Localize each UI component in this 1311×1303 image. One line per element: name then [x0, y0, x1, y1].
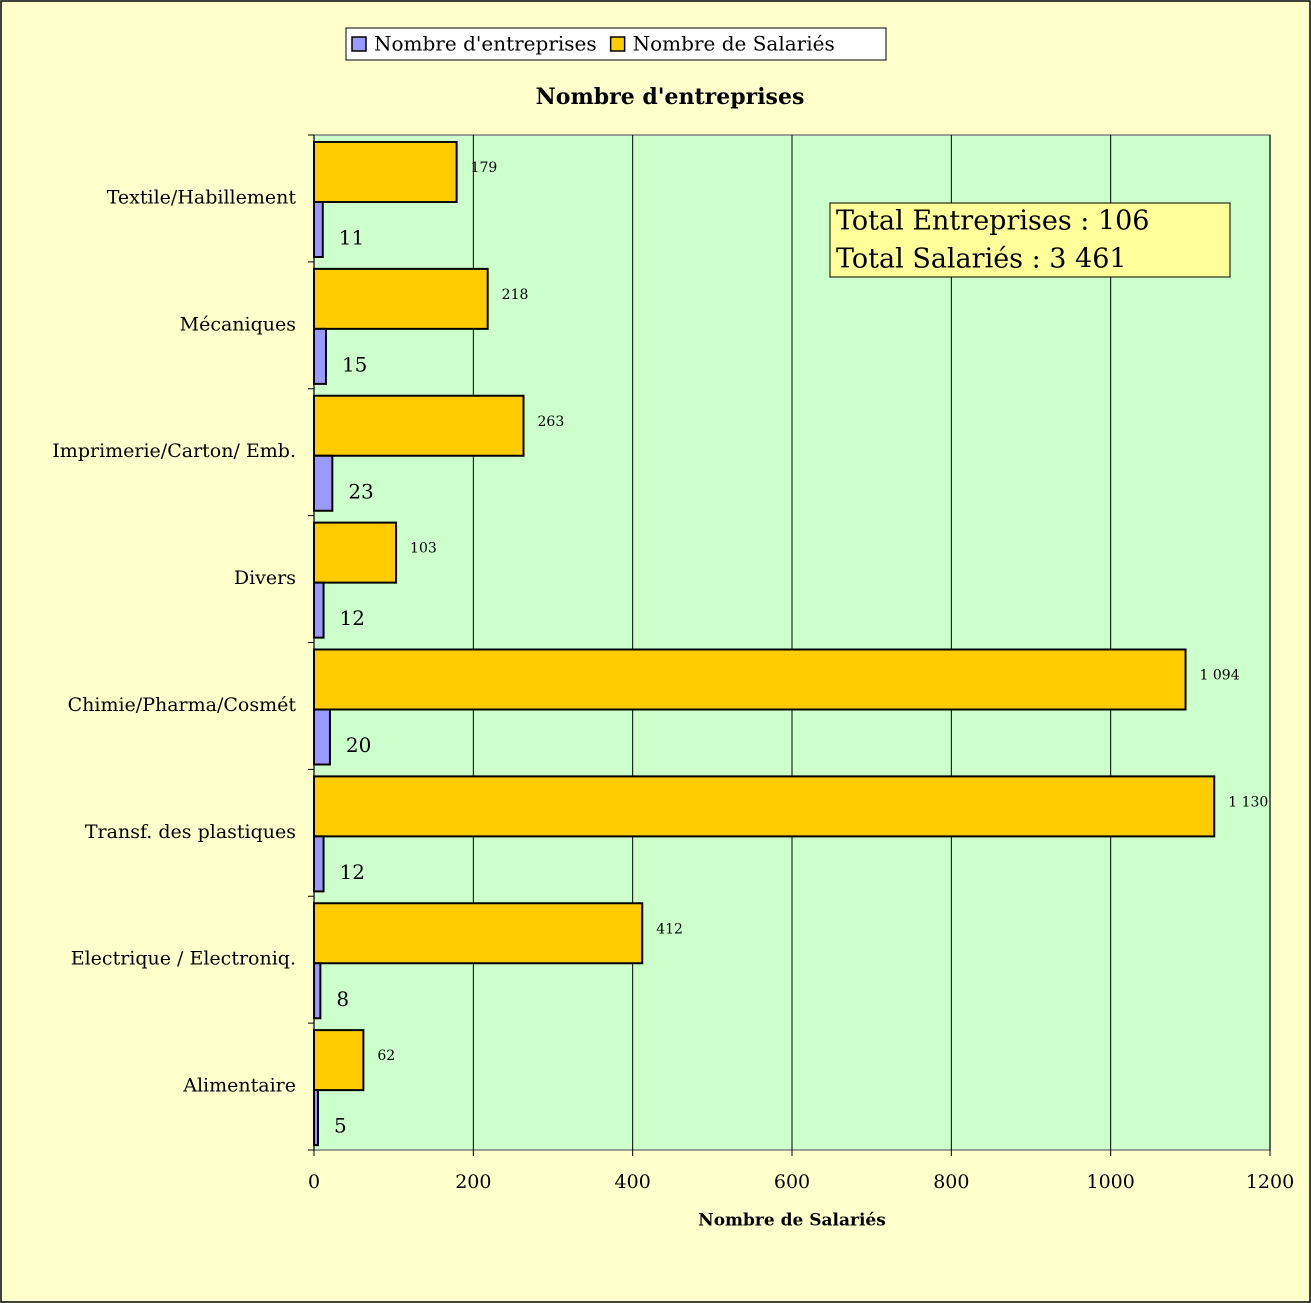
- x-tick-label: 400: [615, 1171, 651, 1193]
- bar: [313, 835, 325, 893]
- bar: [313, 521, 398, 584]
- bar: [313, 708, 331, 766]
- bar: [313, 902, 644, 965]
- data-label: 23: [348, 479, 373, 503]
- y-tick-label: Electrique / Electroniq.: [71, 948, 296, 970]
- data-label: 15: [342, 352, 367, 376]
- bar: [313, 327, 327, 385]
- data-label: 179: [471, 160, 498, 176]
- data-label: 218: [502, 287, 529, 303]
- data-label: 12: [340, 860, 365, 884]
- x-tick-label: 0: [308, 1171, 320, 1193]
- bar: [313, 267, 489, 330]
- data-label: 11: [339, 226, 364, 250]
- bar: [313, 648, 1187, 711]
- y-tick-label: Mécaniques: [180, 313, 296, 335]
- data-label: 8: [336, 987, 349, 1011]
- x-axis-label: Nombre de Salariés: [698, 1211, 886, 1231]
- legend-swatch: [609, 36, 626, 52]
- legend-swatch: [351, 36, 367, 52]
- bar: [313, 201, 324, 258]
- bar: [313, 454, 334, 512]
- y-tick-label: Chimie/Pharma/Cosmét: [68, 694, 297, 716]
- x-tick-label: 1000: [1086, 1171, 1134, 1193]
- y-tick-label: Transf. des plastiques: [85, 821, 296, 843]
- bar: [313, 1089, 319, 1147]
- x-tick-label: 600: [774, 1171, 810, 1193]
- annotation: Total Salariés : 3 461: [836, 244, 1127, 275]
- data-label: 62: [377, 1048, 395, 1064]
- data-label: 20: [346, 733, 371, 757]
- y-tick-label: Imprimerie/Carton/ Emb.: [52, 440, 296, 462]
- y-tick-label: Divers: [234, 567, 296, 589]
- annotation-box: [829, 202, 1231, 278]
- legend-label: Nombre de Salariés: [633, 32, 835, 56]
- bar: [313, 394, 525, 457]
- bar: [313, 1029, 365, 1092]
- legend-label: Nombre d'entreprises: [374, 32, 597, 56]
- x-tick-label: 800: [933, 1171, 969, 1193]
- annotation: Total Entreprises : 106: [836, 206, 1149, 237]
- y-tick-label: Alimentaire: [182, 1075, 296, 1097]
- bar: [313, 141, 458, 203]
- data-label: 263: [538, 414, 565, 430]
- bar: [313, 962, 322, 1020]
- data-label: 12: [340, 606, 365, 630]
- x-tick-label: 1200: [1246, 1171, 1294, 1193]
- data-label: 412: [656, 921, 683, 937]
- data-label: 5: [334, 1114, 347, 1138]
- data-label: 1 130: [1228, 794, 1268, 810]
- bar: [313, 775, 1216, 838]
- data-label: 103: [410, 541, 437, 557]
- data-label: 1 094: [1200, 668, 1240, 684]
- bar: [313, 581, 325, 639]
- chart-title: Nombre d'entreprises: [536, 84, 805, 110]
- y-tick-label: Textile/Habillement: [107, 186, 297, 208]
- x-tick-label: 200: [455, 1171, 491, 1193]
